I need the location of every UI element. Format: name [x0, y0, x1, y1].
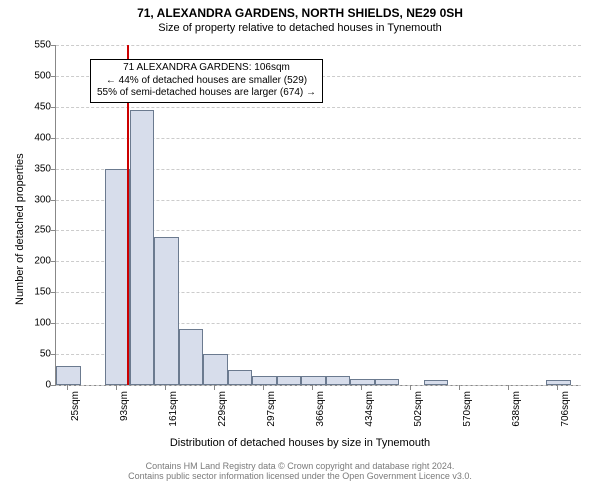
y-tick-mark: [51, 261, 56, 262]
caption: Contains HM Land Registry data © Crown c…: [0, 461, 600, 481]
x-tick-mark: [557, 385, 558, 390]
y-tick-mark: [51, 323, 56, 324]
y-tick-label: 550: [11, 40, 51, 51]
x-tick-mark: [116, 385, 117, 390]
x-tick-label: 502sqm: [413, 391, 424, 427]
gridline: [56, 385, 581, 386]
y-tick-mark: [51, 385, 56, 386]
caption-line1: Contains HM Land Registry data © Crown c…: [0, 461, 600, 471]
x-tick-label: 93sqm: [119, 391, 130, 421]
x-tick-label: 570sqm: [462, 391, 473, 427]
x-tick-label: 25sqm: [70, 391, 81, 421]
y-axis-label: Number of detached properties: [14, 153, 26, 305]
bar: [130, 110, 155, 385]
x-tick-mark: [214, 385, 215, 390]
x-tick-label: 434sqm: [364, 391, 375, 427]
y-tick-label: 450: [11, 101, 51, 112]
y-tick-label: 400: [11, 132, 51, 143]
x-tick-mark: [263, 385, 264, 390]
y-tick-mark: [51, 169, 56, 170]
annotation-line3: 55% of semi-detached houses are larger (…: [97, 87, 316, 100]
x-tick-label: 297sqm: [266, 391, 277, 427]
gridline: [56, 107, 581, 108]
x-tick-mark: [312, 385, 313, 390]
bar: [326, 376, 351, 385]
y-tick-label: 0: [11, 380, 51, 391]
y-tick-mark: [51, 76, 56, 77]
y-tick-mark: [51, 354, 56, 355]
gridline: [56, 45, 581, 46]
bar: [252, 376, 277, 385]
annotation-line2: ← 44% of detached houses are smaller (52…: [97, 75, 316, 88]
x-tick-mark: [361, 385, 362, 390]
chart-subtitle: Size of property relative to detached ho…: [0, 22, 600, 34]
x-tick-mark: [508, 385, 509, 390]
y-tick-mark: [51, 138, 56, 139]
x-tick-mark: [165, 385, 166, 390]
x-tick-label: 706sqm: [560, 391, 571, 427]
bar: [179, 329, 204, 385]
x-tick-label: 161sqm: [168, 391, 179, 427]
x-tick-label: 229sqm: [217, 391, 228, 427]
chart-title: 71, ALEXANDRA GARDENS, NORTH SHIELDS, NE…: [0, 6, 600, 20]
bar: [375, 379, 400, 385]
x-tick-label: 366sqm: [315, 391, 326, 427]
bar: [350, 379, 375, 385]
y-tick-mark: [51, 45, 56, 46]
x-tick-mark: [459, 385, 460, 390]
y-tick-mark: [51, 200, 56, 201]
annotation-box: 71 ALEXANDRA GARDENS: 106sqm ← 44% of de…: [90, 59, 323, 103]
y-tick-label: 100: [11, 318, 51, 329]
bar: [424, 380, 449, 385]
bar: [154, 237, 179, 385]
x-tick-mark: [410, 385, 411, 390]
annotation-line1: 71 ALEXANDRA GARDENS: 106sqm: [97, 62, 316, 75]
bar: [203, 354, 228, 385]
bar: [301, 376, 326, 385]
y-tick-mark: [51, 107, 56, 108]
x-axis-label: Distribution of detached houses by size …: [0, 437, 600, 449]
bar: [228, 370, 253, 385]
bar: [56, 366, 81, 385]
caption-line2: Contains public sector information licen…: [0, 471, 600, 481]
x-tick-mark: [67, 385, 68, 390]
bar: [277, 376, 302, 385]
y-tick-label: 50: [11, 349, 51, 360]
bar: [546, 380, 571, 385]
y-tick-mark: [51, 230, 56, 231]
y-tick-label: 500: [11, 70, 51, 81]
y-tick-mark: [51, 292, 56, 293]
x-tick-label: 638sqm: [511, 391, 522, 427]
chart-container: 71, ALEXANDRA GARDENS, NORTH SHIELDS, NE…: [0, 0, 600, 500]
